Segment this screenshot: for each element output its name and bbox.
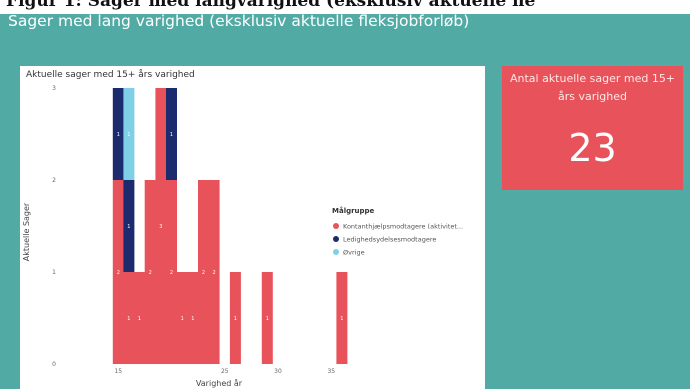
- y-axis-label: Aktuelle Sager: [22, 202, 31, 261]
- bar-segment[interactable]: [261, 272, 273, 364]
- bar-data-label: 2: [170, 270, 173, 276]
- bar-data-label: 2: [117, 270, 120, 276]
- bar-data-label: 1: [340, 316, 343, 322]
- bar-segment[interactable]: [336, 272, 348, 364]
- bar-segment[interactable]: [176, 272, 188, 364]
- legend-item-label[interactable]: Kontanthjælpsmodtagere (aktivitet...: [343, 223, 463, 231]
- bar-segment[interactable]: [166, 88, 177, 180]
- bar-segment[interactable]: [112, 88, 124, 180]
- bar-segment[interactable]: [198, 180, 209, 364]
- bar-data-label: 1: [181, 316, 184, 322]
- bar-data-label: 1: [234, 316, 237, 322]
- y-tick-label: 0: [52, 361, 56, 368]
- bar-data-label: 1: [138, 316, 141, 322]
- y-tick-label: 2: [52, 177, 56, 184]
- legend[interactable]: Målgruppe Kontanthjælpsmodtagere (aktivi…: [332, 206, 463, 257]
- bar-segment[interactable]: [208, 180, 220, 364]
- kpi-card[interactable]: Antal aktuelle sager med 15+ års varighe…: [502, 66, 683, 190]
- legend-item-label[interactable]: Øvrige: [343, 249, 365, 257]
- legend-marker: [333, 223, 339, 229]
- chart-title: Aktuelle sager med 15+ års varighed: [26, 69, 195, 80]
- bar-data-label: 1: [127, 224, 130, 230]
- x-tick-label: 25: [221, 368, 229, 375]
- bar-data-label: 1: [127, 132, 130, 138]
- x-tick-label: 30: [274, 368, 282, 375]
- legend-item-label[interactable]: Ledighedsydelsesmodtagere: [343, 236, 436, 244]
- figure-caption: Figur 1: Sager med langvarighed (eksklus…: [0, 0, 690, 14]
- bar-data-label: 3: [159, 224, 162, 230]
- bar-segment[interactable]: [112, 180, 124, 364]
- x-ticks-group: 15 25 30 35: [114, 368, 335, 375]
- figure-caption-text: Figur 1: Sager med langvarighed (eksklus…: [6, 0, 536, 11]
- bar-data-label: 2: [149, 270, 152, 276]
- stacked-bar-chart[interactable]: Aktuelle sager med 15+ års varighed Aktu…: [20, 66, 485, 389]
- bar-data-label: 2: [213, 270, 216, 276]
- bar-data-label: 2: [202, 270, 205, 276]
- legend-marker: [333, 249, 339, 255]
- x-axis-label: Varighed år: [196, 378, 243, 388]
- bar-segment[interactable]: [187, 272, 199, 364]
- bar-segment[interactable]: [166, 180, 177, 364]
- legend-marker: [333, 236, 339, 242]
- bar-data-label: 1: [117, 132, 120, 138]
- bar-data-label: 1: [170, 132, 173, 138]
- bar-data-label: 1: [191, 316, 194, 322]
- chart-panel[interactable]: Aktuelle sager med 15+ års varighed Aktu…: [20, 66, 485, 389]
- x-tick-label: 15: [114, 368, 122, 375]
- kpi-value: 23: [568, 126, 617, 170]
- y-tick-label: 1: [52, 269, 56, 276]
- bar-segment[interactable]: [155, 88, 167, 364]
- bar-data-label: 1: [266, 316, 269, 322]
- bar-segment[interactable]: [123, 180, 135, 272]
- bar-segment[interactable]: [144, 180, 156, 364]
- x-tick-label: 35: [327, 368, 335, 375]
- bars-group: 2 1 1 1 1 1 2 3 2 1 1 1 2 2 1 1 1: [112, 88, 348, 364]
- bar-data-label: 1: [127, 316, 130, 322]
- bar-segment[interactable]: [229, 272, 241, 364]
- bar-segment[interactable]: [123, 272, 135, 364]
- dashboard-title: Sager med lang varighed (eksklusiv aktue…: [8, 12, 470, 30]
- kpi-label: Antal aktuelle sager med 15+ års varighe…: [509, 72, 676, 103]
- bar-segment[interactable]: [123, 88, 135, 180]
- bar-segment[interactable]: [134, 272, 145, 364]
- y-tick-label: 3: [52, 85, 56, 92]
- legend-title: Målgruppe: [332, 206, 375, 215]
- y-ticks-group: 0 1 2 3: [52, 85, 56, 368]
